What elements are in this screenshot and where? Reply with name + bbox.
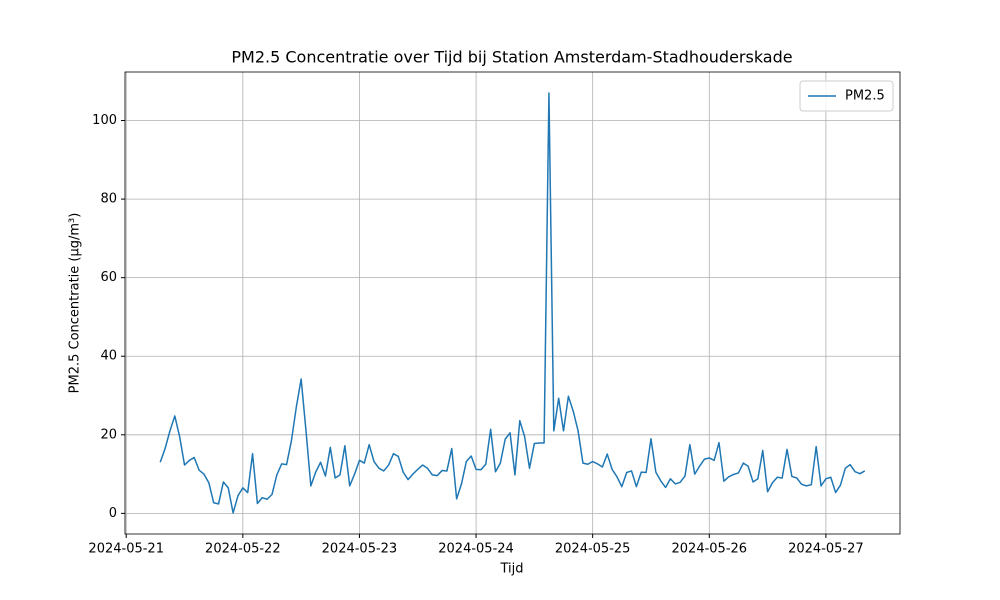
y-axis-label: PM2.5 Concentratie (µg/m³) bbox=[68, 213, 83, 394]
x-tick-label: 2024-05-24 bbox=[438, 542, 514, 557]
y-tick-label: 60 bbox=[100, 270, 117, 285]
x-tick-label: 2024-05-23 bbox=[322, 542, 398, 557]
legend-label: PM2.5 bbox=[845, 89, 885, 104]
x-tick-label: 2024-05-26 bbox=[672, 542, 748, 557]
x-axis-label: Tijd bbox=[499, 562, 523, 577]
plot-frame bbox=[124, 71, 901, 535]
y-tick-label: 40 bbox=[100, 349, 117, 364]
chart-title: PM2.5 Concentratie over Tijd bij Station… bbox=[231, 48, 792, 67]
y-tick-label: 100 bbox=[92, 113, 117, 128]
x-tick-label: 2024-05-27 bbox=[788, 542, 864, 557]
x-tick-label: 2024-05-22 bbox=[205, 542, 281, 557]
data-line bbox=[159, 92, 866, 514]
x-tick-label: 2024-05-25 bbox=[555, 542, 631, 557]
legend-box bbox=[799, 80, 894, 112]
y-tick-label: 0 bbox=[109, 506, 117, 521]
y-tick-label: 80 bbox=[100, 192, 117, 207]
y-tick-label: 20 bbox=[100, 427, 117, 442]
x-tick-label: 2024-05-21 bbox=[88, 542, 164, 557]
